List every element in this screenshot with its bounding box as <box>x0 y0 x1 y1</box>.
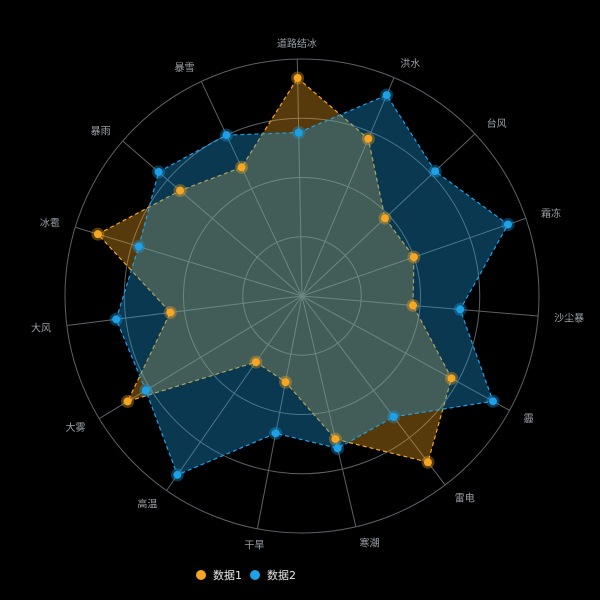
axis-line-10 <box>98 295 303 420</box>
indicator-label: 霾 <box>524 413 534 425</box>
data-point[interactable] <box>408 301 417 310</box>
axis-line-14 <box>200 81 303 297</box>
axis-line-4 <box>301 295 539 317</box>
axis-line-7 <box>301 295 357 527</box>
indicator-label: 暴雨 <box>91 126 111 138</box>
data-point[interactable] <box>364 134 373 143</box>
radar-grid <box>64 58 540 534</box>
legend-dot <box>250 570 260 580</box>
data-point[interactable] <box>409 253 418 262</box>
axis-line-12 <box>75 226 303 297</box>
data-point[interactable] <box>281 378 290 387</box>
axis-line-9 <box>166 295 303 491</box>
data-point[interactable] <box>423 458 432 467</box>
data-point[interactable] <box>447 374 456 383</box>
series-area-1 <box>96 77 453 463</box>
indicator-label: 道路结冰 <box>277 37 317 50</box>
indicator-label: 暴雪 <box>175 62 195 74</box>
data-point[interactable] <box>141 386 150 395</box>
data-point[interactable] <box>456 305 465 314</box>
data-point[interactable] <box>222 131 231 140</box>
data-point[interactable] <box>333 444 342 453</box>
data-point[interactable] <box>382 91 391 100</box>
axis-line-8 <box>256 295 303 529</box>
data-point[interactable] <box>293 74 302 83</box>
data-point[interactable] <box>123 397 132 406</box>
indicator-label: 台风 <box>487 117 507 130</box>
data-point[interactable] <box>381 214 390 223</box>
grid-ring-3 <box>123 117 481 475</box>
indicator-label: 沙尘暴 <box>554 312 584 324</box>
data-point[interactable] <box>154 167 163 176</box>
legend-label: 数据1 <box>213 568 242 582</box>
indicator-label: 霜冻 <box>541 207 561 220</box>
data-point[interactable] <box>503 220 512 229</box>
series-points <box>91 71 515 482</box>
indicator-label: 大雾 <box>66 421 86 434</box>
data-point[interactable] <box>134 242 143 251</box>
data-point[interactable] <box>112 315 121 324</box>
indicator-label: 寒潮 <box>360 536 380 549</box>
axis-line-13 <box>122 140 303 297</box>
axis-line-5 <box>301 295 510 411</box>
legend-item-2[interactable]: 数据2 <box>250 568 296 582</box>
axis-line-1 <box>301 77 395 297</box>
series-area-2 <box>115 94 509 476</box>
legend-label: 数据2 <box>267 568 296 582</box>
series-areas <box>96 77 509 476</box>
data-point[interactable] <box>237 163 246 172</box>
data-point[interactable] <box>173 470 182 479</box>
axis-line-6 <box>301 295 446 486</box>
axis-line-0 <box>296 59 303 297</box>
legend[interactable]: 数据1 数据2 <box>196 568 296 582</box>
data-point[interactable] <box>93 230 102 239</box>
indicator-label: 冰雹 <box>40 217 60 230</box>
grid-ring-4 <box>64 58 540 534</box>
data-point[interactable] <box>389 412 398 421</box>
grid-ring-2 <box>183 177 421 415</box>
data-point[interactable] <box>488 397 497 406</box>
data-point[interactable] <box>166 308 175 317</box>
indicator-label: 大风 <box>31 322 51 335</box>
data-point[interactable] <box>431 167 440 176</box>
indicator-label: 雷电 <box>455 492 475 505</box>
axis-line-11 <box>66 295 303 326</box>
indicator-label: 干旱 <box>244 540 264 552</box>
data-point[interactable] <box>294 128 303 137</box>
data-point[interactable] <box>176 186 185 195</box>
data-point[interactable] <box>251 358 260 367</box>
data-point[interactable] <box>271 429 280 438</box>
data-point[interactable] <box>331 435 340 444</box>
axis-line-2 <box>301 133 476 297</box>
legend-dot <box>196 570 206 580</box>
indicator-label: 高温 <box>137 498 157 511</box>
grid-ring-1 <box>242 236 362 356</box>
indicator-label: 洪水 <box>400 58 420 70</box>
legend-item-1[interactable]: 数据1 <box>196 568 242 582</box>
